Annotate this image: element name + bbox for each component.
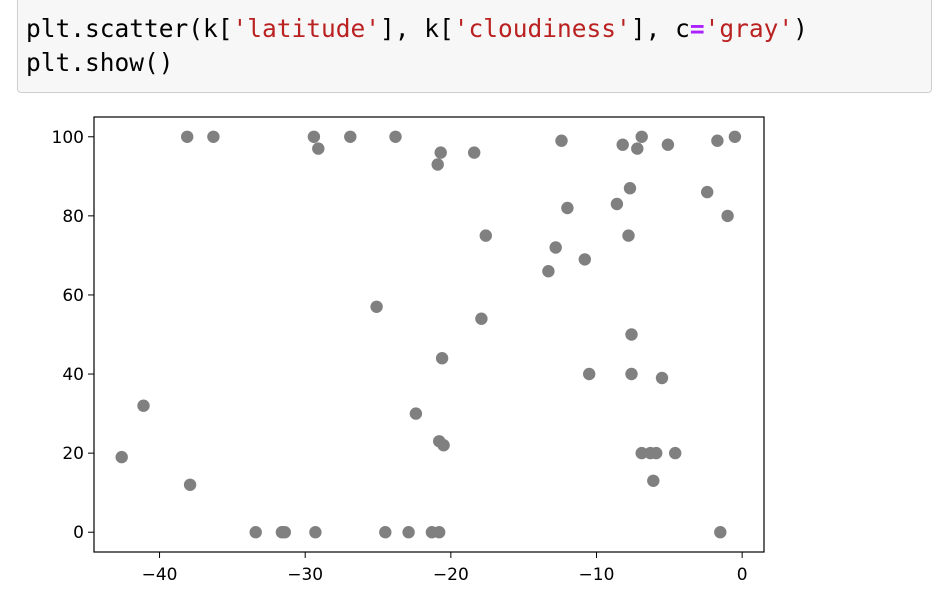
data-point — [616, 138, 629, 151]
data-point — [647, 474, 660, 487]
cell-output: −40 −30 −20 −10 0 0 20 40 60 80 100 — [0, 93, 932, 612]
data-point — [370, 300, 383, 313]
x-tick-label: 0 — [737, 565, 748, 585]
data-point — [307, 130, 321, 143]
data-point — [549, 241, 562, 254]
data-point — [583, 367, 596, 381]
data-point — [312, 142, 325, 155]
code-string-gray: 'gray' — [704, 14, 794, 43]
data-point — [542, 265, 555, 278]
data-point — [669, 446, 682, 460]
y-tick-label: 40 — [62, 365, 84, 385]
x-tick-label: −40 — [142, 565, 178, 585]
data-point — [635, 446, 648, 460]
data-point — [625, 328, 638, 341]
data-point — [278, 526, 291, 539]
data-point — [650, 446, 663, 460]
plot-frame — [93, 116, 765, 553]
data-point — [623, 182, 637, 195]
code-cell-input[interactable]: plt.scatter(k['latitude'], k['cloudiness… — [17, 0, 932, 93]
data-point — [475, 312, 488, 325]
data-point — [468, 146, 481, 159]
data-point — [721, 209, 734, 223]
y-tick-label: 20 — [62, 444, 84, 464]
data-point — [561, 201, 574, 215]
data-point — [207, 130, 220, 143]
data-point — [402, 526, 415, 539]
code-token: plt.scatter(k[ — [26, 14, 233, 43]
scatter-chart: −40 −30 −20 −10 0 0 20 40 60 80 100 — [52, 116, 765, 585]
x-tick-label: −10 — [579, 565, 615, 585]
data-point — [434, 146, 447, 159]
code-line-show: plt.show() — [26, 48, 174, 77]
code-token: ], c — [630, 14, 690, 43]
data-point — [655, 371, 669, 385]
data-point — [183, 478, 197, 491]
code-string-cloudiness: 'cloudiness' — [453, 14, 631, 43]
data-point — [661, 138, 675, 151]
code-line-scatter: plt.scatter(k['latitude'], k['cloudiness… — [26, 12, 808, 46]
data-point — [555, 134, 568, 147]
y-tick-label: 100 — [52, 128, 84, 148]
y-tick-label: 60 — [62, 286, 84, 306]
data-point — [701, 185, 714, 199]
y-tick-label: 0 — [73, 523, 84, 543]
data-point — [578, 253, 591, 266]
data-point — [249, 526, 262, 539]
data-point — [714, 526, 727, 539]
axis-ticks: −40 −30 −20 −10 0 0 20 40 60 80 100 — [52, 128, 748, 585]
data-point — [379, 526, 392, 539]
data-point — [433, 526, 446, 539]
data-point — [437, 439, 450, 452]
data-point — [711, 134, 724, 147]
data-point — [137, 399, 150, 412]
code-string-latitude: 'latitude' — [232, 14, 381, 43]
code-operator-equals: = — [689, 14, 705, 43]
data-point — [431, 158, 444, 171]
data-point — [622, 229, 635, 242]
data-point — [635, 130, 648, 143]
x-tick-label: −30 — [287, 565, 323, 585]
data-point — [479, 229, 492, 242]
data-point — [625, 367, 638, 381]
data-point — [631, 142, 644, 155]
data-point — [728, 130, 742, 143]
data-point — [181, 130, 194, 143]
data-point — [435, 352, 449, 365]
data-point — [309, 526, 322, 539]
y-tick-label: 80 — [62, 207, 84, 227]
code-token: ) — [793, 14, 808, 43]
data-point — [409, 407, 423, 420]
data-point — [610, 197, 624, 211]
data-point — [389, 130, 402, 143]
data-point — [344, 130, 357, 143]
data-point — [115, 450, 128, 464]
code-token: ], k[ — [380, 14, 454, 43]
x-tick-label: −20 — [433, 565, 469, 585]
data-points — [115, 130, 742, 539]
